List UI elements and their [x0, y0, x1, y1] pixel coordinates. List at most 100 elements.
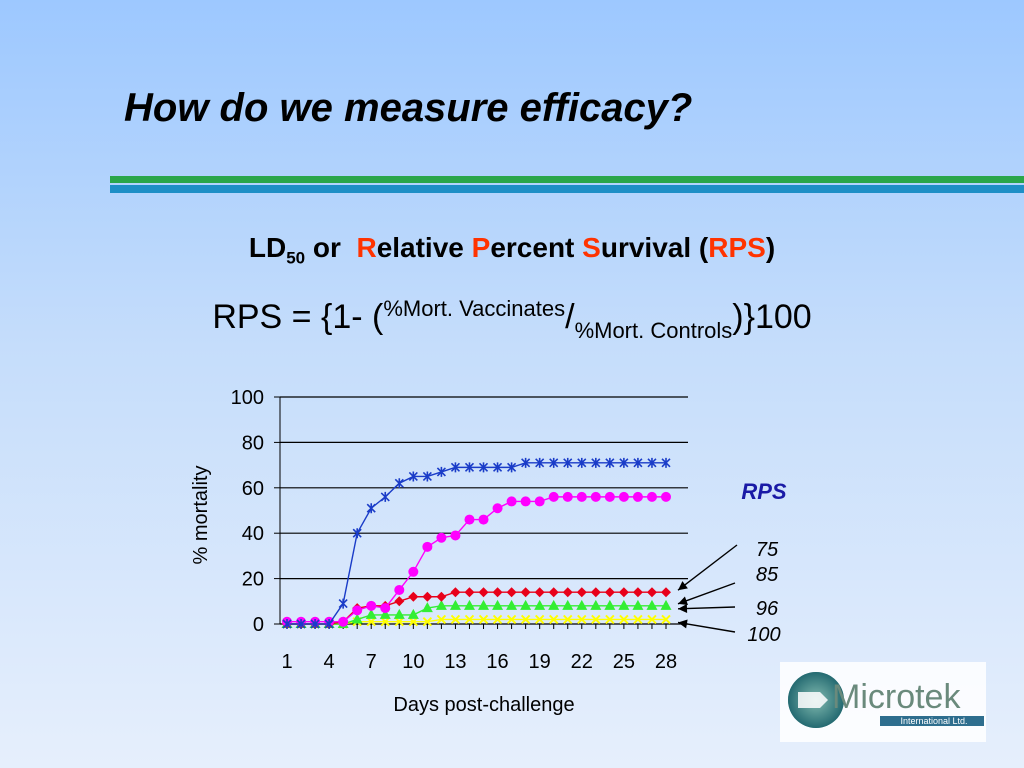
- chart-grid: [280, 396, 688, 580]
- data-point: [380, 491, 390, 502]
- data-point: [324, 619, 334, 629]
- y-tick-label: 20: [242, 569, 264, 591]
- data-point: [436, 614, 447, 625]
- data-point: [492, 599, 504, 610]
- data-point: [464, 514, 475, 525]
- data-point: [422, 541, 433, 552]
- formula-prefix: RPS = {1- (: [212, 298, 384, 336]
- data-point: [492, 503, 503, 514]
- data-point: [549, 457, 559, 468]
- data-point: [408, 617, 419, 627]
- y-tick-label: 100: [231, 387, 264, 409]
- y-tick-label: 60: [242, 478, 264, 500]
- data-point: [562, 587, 573, 598]
- rps-value: 100: [747, 624, 780, 646]
- data-point: [492, 614, 503, 625]
- data-point: [449, 599, 461, 610]
- rps-acronym: RPS: [708, 232, 766, 263]
- data-point: [590, 599, 602, 610]
- series-star: [282, 457, 671, 629]
- data-point: [661, 457, 671, 468]
- data-point: [534, 599, 546, 610]
- data-point: [478, 614, 489, 625]
- rps-annotations: 75 85 96 100: [677, 539, 781, 646]
- series-line: [287, 618, 666, 625]
- data-point: [506, 496, 517, 507]
- data-point: [520, 587, 531, 598]
- data-point: [534, 496, 545, 507]
- data-point: [436, 466, 446, 477]
- data-point: [661, 491, 671, 502]
- data-point: [352, 528, 362, 539]
- data-point: [394, 478, 404, 489]
- rps-value: 96: [756, 598, 779, 620]
- data-point: [661, 614, 671, 625]
- data-point: [520, 614, 531, 625]
- data-point: [576, 599, 588, 610]
- data-point: [352, 605, 363, 616]
- data-point: [619, 457, 629, 468]
- data-point: [407, 608, 419, 619]
- data-point: [422, 471, 432, 482]
- data-point: [535, 457, 545, 468]
- rps-arrow: [677, 582, 736, 605]
- series-line: [287, 591, 666, 625]
- data-point: [633, 457, 643, 468]
- x-tick-label: 25: [613, 651, 635, 673]
- data-point: [296, 619, 306, 629]
- data-point: [492, 587, 503, 598]
- data-point: [436, 532, 447, 543]
- rps-arrow: [677, 606, 736, 610]
- rps-value: 85: [756, 564, 779, 586]
- formula-slash: /: [565, 298, 575, 336]
- rps-arrowhead: [678, 619, 688, 629]
- data-point: [576, 587, 587, 598]
- x-tick-label: 4: [324, 651, 335, 673]
- data-point: [520, 496, 531, 507]
- rps-arrowhead: [678, 604, 688, 614]
- data-point: [338, 616, 349, 627]
- x-tick-label: 22: [571, 651, 593, 673]
- p-initial: P: [471, 232, 491, 263]
- y-axis-label: % mortality: [190, 466, 212, 565]
- rps-arrowhead: [678, 581, 688, 591]
- data-point: [548, 599, 560, 610]
- data-point: [463, 599, 475, 610]
- x-tick-label: 19: [529, 651, 551, 673]
- data-point: [421, 602, 433, 613]
- data-point: [632, 599, 644, 610]
- data-point: [435, 599, 447, 610]
- data-point: [577, 457, 587, 468]
- s-initial: S: [582, 232, 601, 263]
- elative-text: elative: [376, 232, 472, 263]
- x-tick-label: 10: [402, 651, 424, 673]
- data-point: [282, 619, 292, 629]
- data-point: [577, 614, 587, 625]
- title-rule-blue: [110, 185, 1024, 193]
- data-point: [380, 617, 390, 627]
- rps-value: 75: [756, 539, 779, 561]
- formula-suffix: )}100: [732, 298, 812, 336]
- data-point: [604, 491, 615, 502]
- data-point: [436, 591, 447, 602]
- data-point: [478, 599, 490, 610]
- data-point: [365, 608, 377, 619]
- x-tick-label: 13: [444, 651, 466, 673]
- ld-subscript: 50: [286, 248, 306, 268]
- chart-ticks: 0 20 40 60 80 100 1 4 7 10 13 16 19 22 25 28: [231, 387, 678, 673]
- rps-arrowhead: [678, 596, 688, 605]
- rps-arrow: [677, 544, 738, 591]
- data-point: [464, 614, 475, 625]
- close-paren: ): [765, 232, 776, 263]
- data-point: [632, 491, 643, 502]
- data-point: [548, 614, 559, 625]
- data-point: [464, 462, 475, 473]
- data-point: [422, 591, 433, 602]
- data-point: [619, 614, 629, 625]
- data-point: [310, 619, 320, 629]
- data-point: [366, 503, 376, 514]
- data-point: [521, 457, 531, 468]
- data-point: [534, 587, 545, 598]
- svg-text:International Ltd.: International Ltd.: [900, 716, 967, 726]
- y-tick-label: 80: [242, 432, 264, 454]
